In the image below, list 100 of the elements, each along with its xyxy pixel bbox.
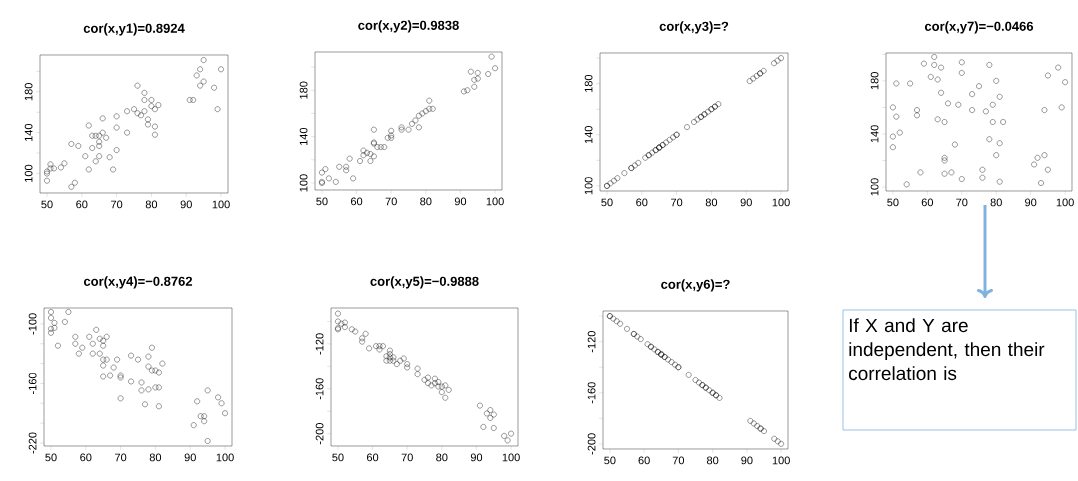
point <box>360 152 367 158</box>
point <box>68 141 75 147</box>
point <box>993 152 1000 158</box>
point <box>214 106 221 112</box>
point <box>148 97 155 103</box>
point <box>432 375 438 382</box>
point <box>989 101 996 108</box>
point <box>65 309 72 315</box>
point <box>152 367 159 374</box>
point <box>89 132 96 139</box>
point <box>934 76 941 83</box>
point <box>1062 79 1068 85</box>
point <box>388 132 394 139</box>
y-tick-label: -160 <box>315 378 324 400</box>
chart-title: cor(x,y3)=? <box>659 21 729 34</box>
point <box>128 352 134 359</box>
point <box>100 337 106 344</box>
point <box>694 116 701 123</box>
point <box>93 327 100 333</box>
text: If X and Y are independent, then their correlation is <box>849 318 1045 381</box>
point <box>778 55 784 61</box>
point <box>381 144 388 150</box>
point <box>404 361 410 367</box>
point <box>760 68 767 74</box>
point <box>508 430 514 437</box>
x-tick-label: 60 <box>638 456 650 465</box>
point <box>468 68 474 75</box>
point <box>156 403 162 410</box>
point <box>197 413 204 419</box>
point <box>670 134 676 141</box>
x-tick-label: 90 <box>1025 198 1037 207</box>
point <box>474 70 481 76</box>
point <box>611 177 617 184</box>
point <box>75 143 82 149</box>
y-tick-label: -200 <box>587 433 596 455</box>
point <box>414 371 421 377</box>
x-tick-label: 90 <box>184 453 196 462</box>
point <box>346 155 353 162</box>
point <box>969 91 975 97</box>
x-tick-label: 100 <box>1056 198 1074 207</box>
point <box>400 355 407 362</box>
x-tick-label: 60 <box>80 453 92 462</box>
point <box>715 101 722 107</box>
y-tick-label: -160 <box>587 382 596 404</box>
point <box>215 394 221 401</box>
y-tick-label: -220 <box>28 432 37 454</box>
point <box>425 380 431 386</box>
point <box>366 345 372 352</box>
point <box>326 175 332 182</box>
point <box>82 153 89 159</box>
point <box>774 57 781 64</box>
point <box>613 318 620 325</box>
point <box>941 155 948 161</box>
x-tick-label: 50 <box>45 453 57 462</box>
point <box>218 400 225 407</box>
point <box>62 319 68 325</box>
point <box>211 84 217 91</box>
point <box>487 407 494 413</box>
point <box>471 83 478 90</box>
point <box>359 338 365 345</box>
point <box>668 359 675 365</box>
point <box>637 336 644 342</box>
point <box>621 170 628 176</box>
x-tick-label: 80 <box>990 198 1002 207</box>
point <box>903 181 910 188</box>
point <box>48 315 54 321</box>
point <box>100 356 106 363</box>
point <box>666 137 673 143</box>
point <box>986 62 993 68</box>
point <box>96 335 103 342</box>
point <box>672 361 678 368</box>
point <box>1045 72 1051 79</box>
y-tick-label: -100 <box>28 313 37 335</box>
point <box>113 124 120 131</box>
point <box>342 319 348 326</box>
point <box>348 326 355 333</box>
point <box>716 395 723 401</box>
x-tick-label: 50 <box>604 456 616 465</box>
point <box>99 115 106 122</box>
point <box>442 382 449 389</box>
y-tick-label: -160 <box>28 372 37 394</box>
point <box>958 59 965 66</box>
point <box>388 128 394 134</box>
point <box>1058 104 1065 111</box>
x-tick-label: 80 <box>706 456 719 465</box>
point <box>89 145 96 151</box>
point <box>771 60 777 67</box>
x-tick-label: 90 <box>470 453 483 462</box>
point <box>927 74 934 80</box>
point <box>128 378 134 385</box>
point <box>635 160 642 166</box>
point <box>634 333 641 340</box>
point <box>131 106 137 112</box>
point <box>48 309 54 315</box>
point <box>938 64 944 71</box>
point <box>155 102 162 108</box>
point <box>319 169 325 176</box>
point <box>96 143 102 149</box>
x-tick-label: 60 <box>76 200 88 209</box>
point <box>124 129 130 136</box>
